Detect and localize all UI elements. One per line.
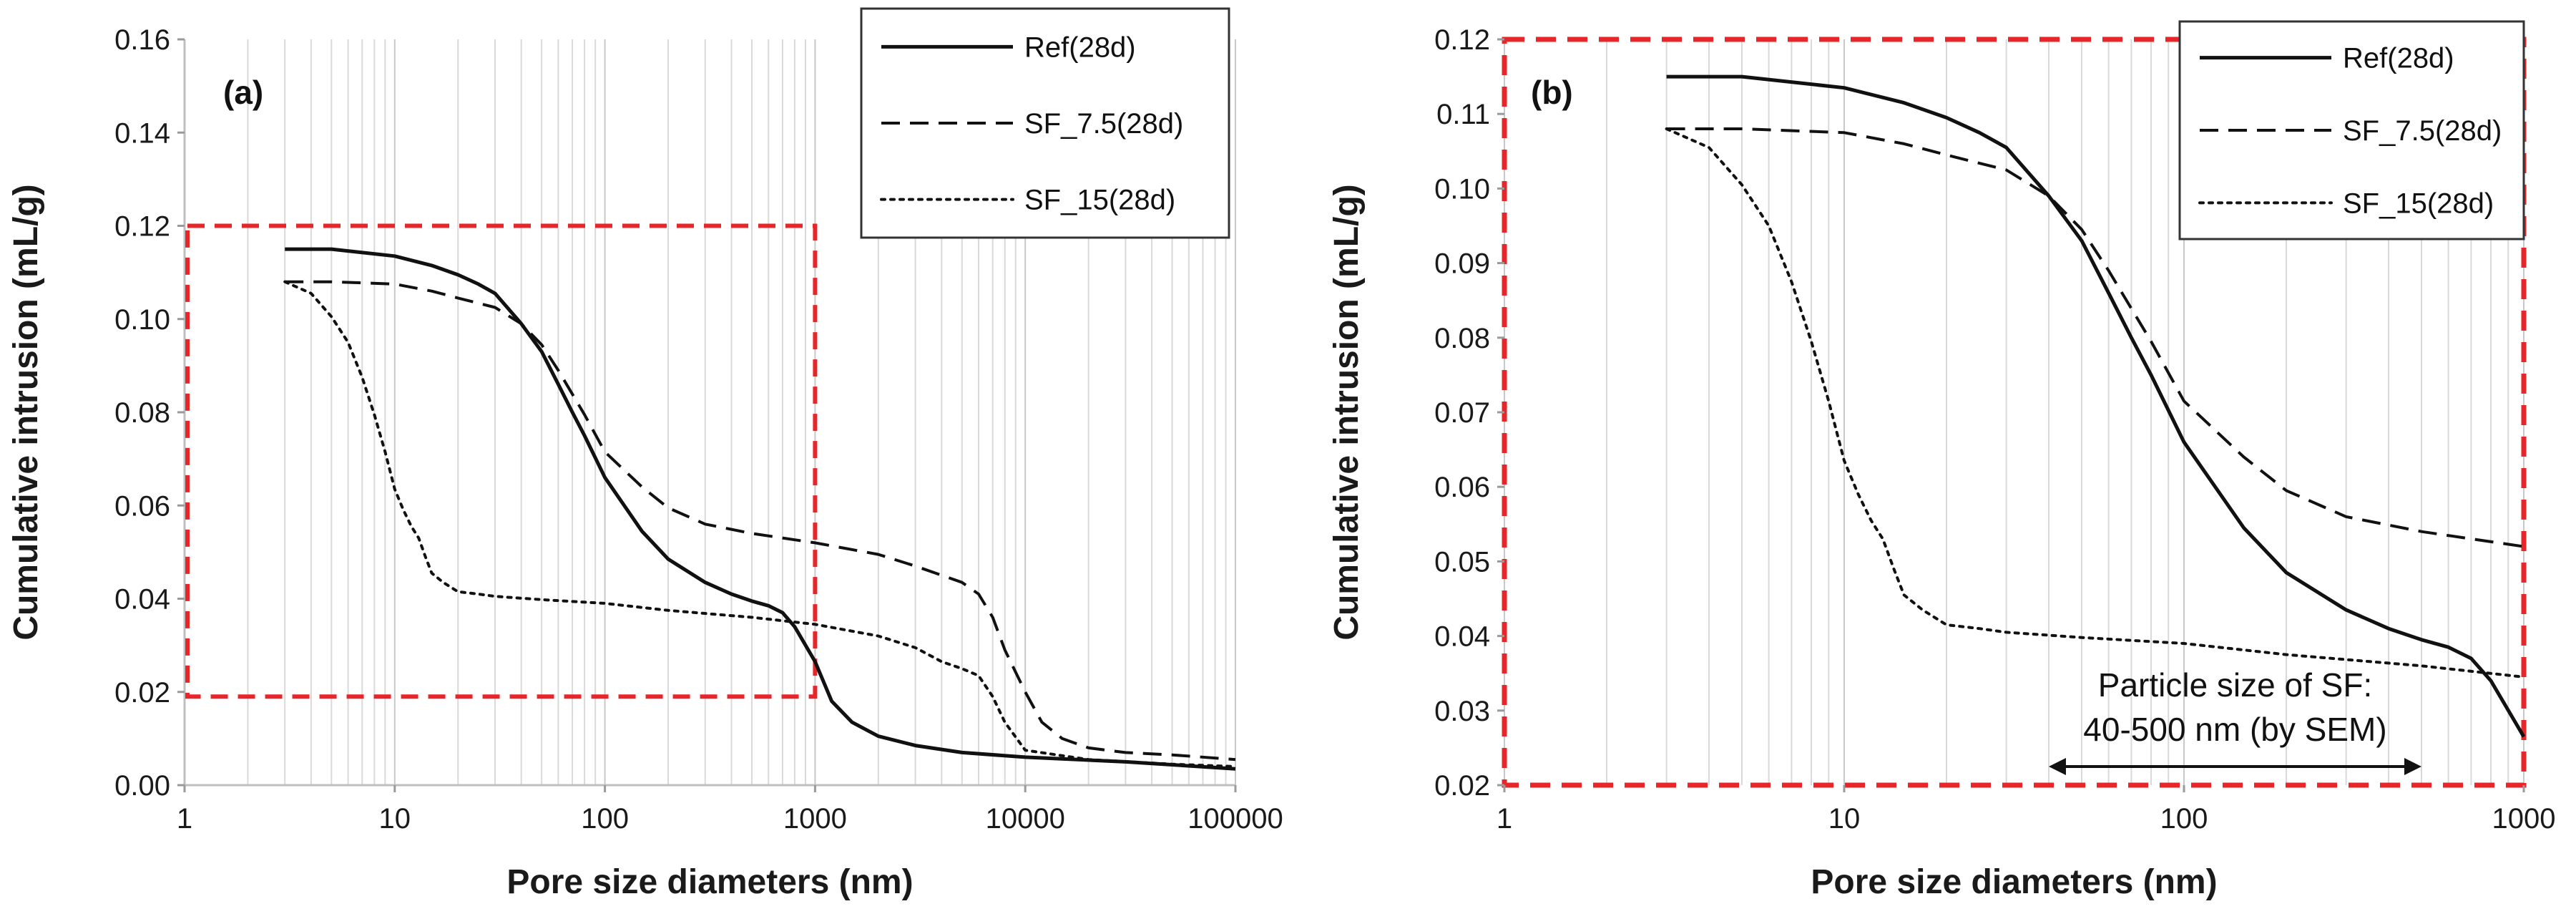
x-tick-label: 100 bbox=[2160, 803, 2208, 835]
x-tick-label: 10 bbox=[379, 803, 411, 835]
legend-entry: SF_7.5(28d) bbox=[2343, 115, 2502, 147]
x-tick-label: 100 bbox=[581, 803, 629, 835]
y-tick-label: 0.03 bbox=[1434, 696, 1490, 727]
range-arrow-right-head bbox=[2404, 757, 2422, 775]
y-tick-label: 0.06 bbox=[114, 490, 170, 522]
y-tick-label: 0.16 bbox=[114, 24, 170, 56]
y-tick-label: 0.05 bbox=[1434, 546, 1490, 578]
annotation-line-2: 40-500 nm (by SEM) bbox=[2083, 711, 2386, 748]
y-tick-label: 0.04 bbox=[114, 584, 170, 616]
legend-entry: SF_15(28d) bbox=[1024, 185, 1175, 216]
legend-entry: SF_7.5(28d) bbox=[1024, 108, 1183, 140]
range-arrow-left-head bbox=[2048, 757, 2066, 775]
x-tick-label: 10000 bbox=[986, 803, 1065, 835]
y-tick-label: 0.12 bbox=[114, 211, 170, 243]
legend-entry: Ref(28d) bbox=[2343, 43, 2454, 74]
x-axis-title: Pore size diameters (nm) bbox=[1811, 863, 2217, 901]
x-tick-label: 100000 bbox=[1187, 803, 1283, 835]
y-axis-title: Cumulative intrusion (mL/g) bbox=[7, 184, 45, 640]
legend-entry: SF_15(28d) bbox=[2343, 188, 2494, 219]
x-tick-label: 1000 bbox=[783, 803, 847, 835]
series-line-ref-28d- bbox=[1666, 74, 2526, 738]
x-axis-title: Pore size diameters (nm) bbox=[506, 863, 913, 901]
y-tick-label: 0.09 bbox=[1434, 248, 1490, 280]
x-tick-label: 1000 bbox=[2492, 803, 2556, 835]
legend-entry: Ref(28d) bbox=[1024, 31, 1136, 63]
chart-panel-b: 0.02 0.03 0.04 0.05 0.06 0.07 0.08 0.09 0.10 0.11… bbox=[1328, 20, 2556, 901]
y-tick-label: 0.00 bbox=[114, 770, 170, 802]
zoom-region-box bbox=[185, 223, 818, 699]
y-tick-label: 0.07 bbox=[1434, 397, 1490, 429]
y-tick-label: 0.10 bbox=[114, 304, 170, 336]
y-tick-label: 0.14 bbox=[114, 117, 170, 149]
series-line-sf-7-5-28d- bbox=[1666, 127, 2524, 548]
x-tick-label: 1 bbox=[1497, 803, 1512, 835]
y-tick-label: 0.02 bbox=[114, 677, 170, 709]
y-tick-label: 0.12 bbox=[1434, 24, 1490, 56]
y-tick-label: 0.10 bbox=[1434, 173, 1490, 205]
y-tick-label: 0.08 bbox=[114, 397, 170, 429]
y-tick-label: 0.04 bbox=[1434, 621, 1490, 653]
series-line-sf-15-28d- bbox=[1665, 127, 2525, 679]
series-line-ref-28d- bbox=[285, 247, 1236, 771]
y-tick-label: 0.06 bbox=[1434, 472, 1490, 503]
series-line-sf-15-28d- bbox=[283, 280, 1237, 768]
x-tick-label: 10 bbox=[1828, 803, 1861, 835]
y-tick-label: 0.08 bbox=[1434, 323, 1490, 354]
panel-label: (b) bbox=[1531, 74, 1573, 111]
y-tick-label: 0.11 bbox=[1436, 99, 1490, 130]
y-axis-title: Cumulative intrusion (mL/g) bbox=[1328, 184, 1366, 640]
series-line-sf-7-5-28d- bbox=[285, 280, 1236, 762]
x-tick-label: 1 bbox=[177, 803, 192, 835]
y-tick-label: 0.02 bbox=[1434, 770, 1490, 802]
panel-label: (a) bbox=[223, 74, 263, 111]
annotation-line-1: Particle size of SF: bbox=[2098, 666, 2372, 704]
chart-panel-a: 0.00 0.02 0.04 0.06 0.08 0.10 0.12 0.14 0.16 1 10 1… bbox=[7, 7, 1283, 901]
